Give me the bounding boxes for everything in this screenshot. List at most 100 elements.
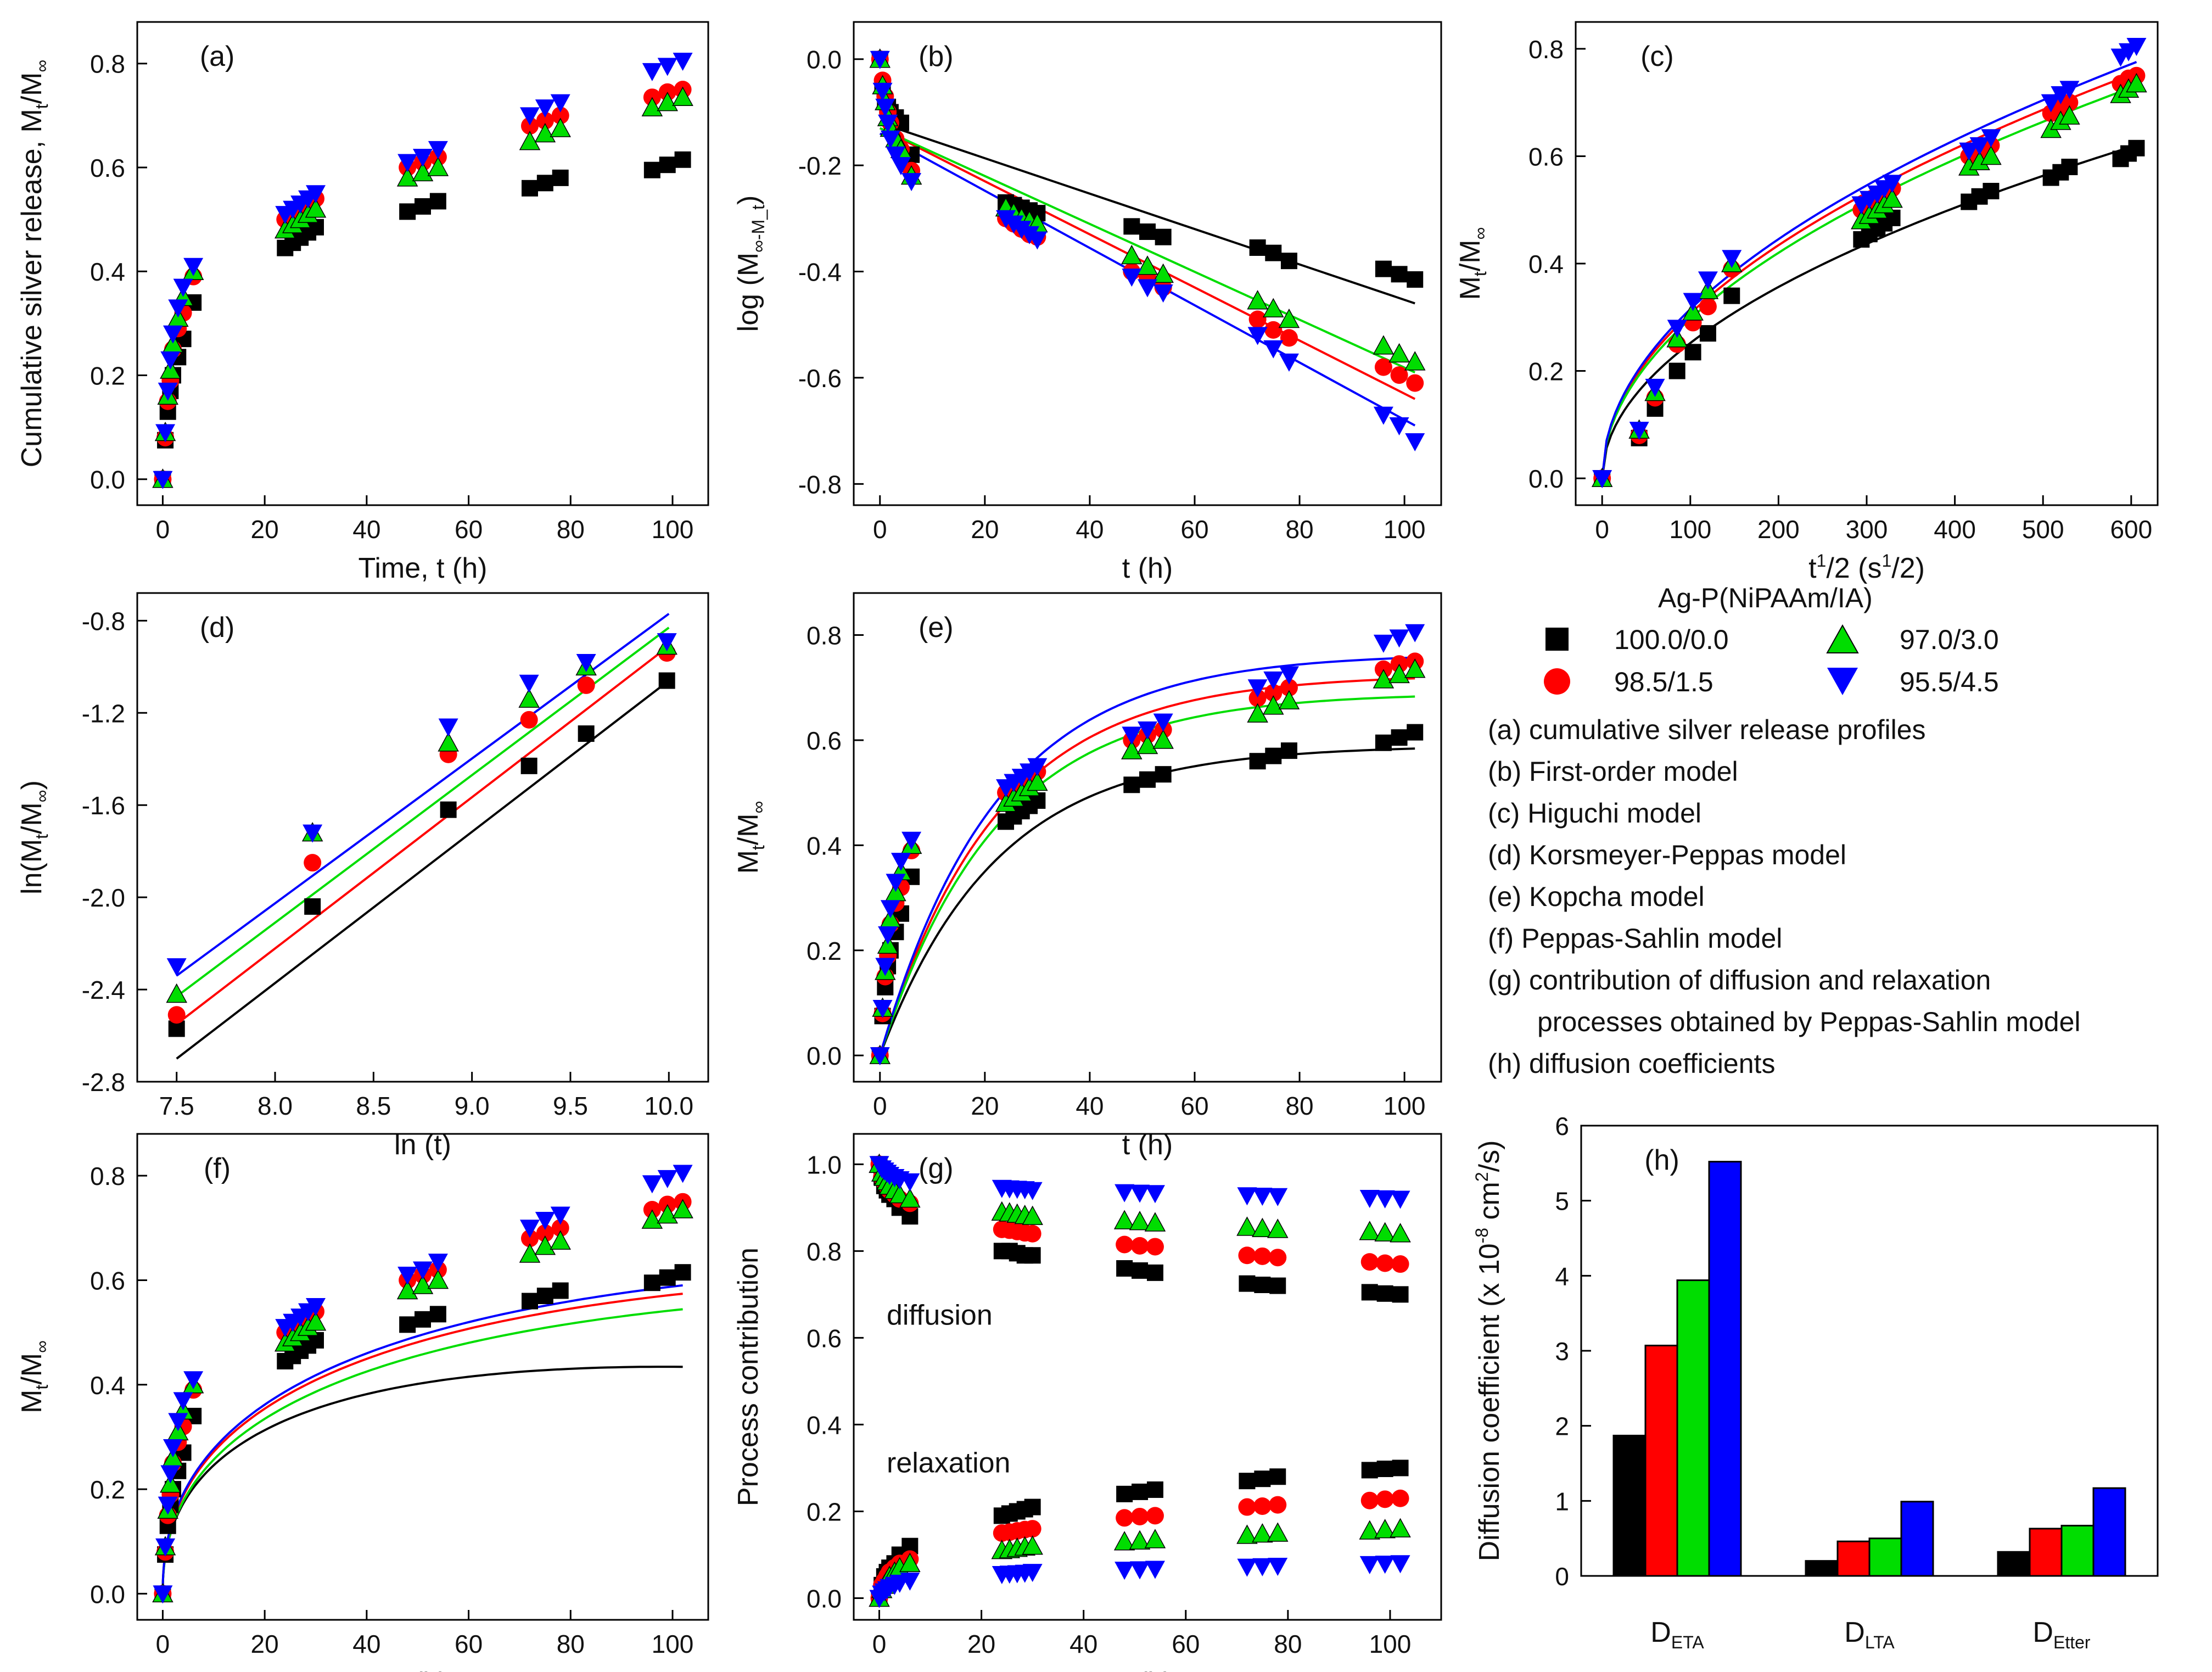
data-point [1668, 362, 1685, 379]
data-point [1144, 1529, 1166, 1548]
data-point [415, 1311, 431, 1328]
data-point [657, 1170, 677, 1188]
y-tick-label: 4 [1555, 1262, 1569, 1290]
data-point [1116, 1235, 1134, 1254]
data-point [1375, 1556, 1395, 1574]
plot-frame [853, 21, 1442, 506]
fit-line [176, 627, 670, 998]
data-point [1389, 417, 1409, 435]
chart-panel-d: -0.8 -1.2 -1.6 -2.0 -2.4 -2.8 7.5 8.0 8.5 9.0 9.5 1… [16, 592, 709, 1161]
data-point [1389, 629, 1409, 648]
data-point [901, 173, 922, 192]
data-point [1152, 729, 1174, 749]
data-point [673, 1165, 693, 1183]
data-point [429, 1306, 446, 1323]
fit-line [161, 1308, 683, 1594]
data-point [413, 1261, 433, 1280]
data-point [1023, 1224, 1041, 1243]
chart-panel-a: 0.0 0.2 0.4 0.6 0.8 0 20 40 60 80 100 Time, t (h) Cu… [16, 21, 709, 584]
x-tick-label: 0 [873, 1092, 887, 1120]
description-g-cont: processes obtained by Peppas-Sahlin mode… [1537, 1006, 2081, 1037]
data-point [399, 203, 416, 220]
description-a: (a) cumulative silver release profiles [1488, 714, 1926, 745]
data-point [899, 1188, 921, 1208]
x-tick-label: 100 [652, 1630, 694, 1658]
data-point [1980, 145, 2002, 165]
data-point [891, 853, 911, 871]
data-point [1146, 1507, 1164, 1525]
fit-line [880, 121, 1415, 305]
data-point [155, 424, 176, 443]
data-point [674, 1264, 691, 1281]
data-point [2061, 159, 2078, 175]
data-point [438, 718, 458, 737]
bar [1836, 1540, 1871, 1577]
data-point [1374, 358, 1392, 376]
plot-frame [136, 1133, 709, 1621]
data-point [1252, 1187, 1273, 1206]
data-point [1267, 1522, 1289, 1542]
data-point [1132, 1483, 1149, 1500]
data-point [1405, 624, 1425, 642]
y-tick-label: -2.0 [82, 883, 125, 912]
data-point [399, 1316, 416, 1333]
fit-line [878, 656, 1415, 1056]
data-point [534, 122, 556, 143]
legend-marker-square-icon [1545, 628, 1569, 651]
data-point [1698, 271, 1718, 290]
data-point [2126, 38, 2147, 56]
data-point [1388, 663, 1410, 684]
data-point [1959, 142, 1979, 161]
y-axis-label: log (M∞-M_t) [732, 195, 768, 332]
y-tick-label: 0.0 [90, 466, 125, 494]
data-point [1145, 1561, 1165, 1579]
data-point [1252, 1217, 1273, 1238]
data-point [1391, 1255, 1409, 1273]
data-point [659, 1269, 676, 1286]
description-f: (f) Peppas-Sahlin model [1488, 923, 1783, 954]
data-point [153, 471, 173, 489]
data-point [1236, 1524, 1258, 1544]
data-point [1361, 1284, 1378, 1301]
data-point [1004, 215, 1024, 234]
data-point [1146, 1481, 1163, 1498]
bar [1644, 1344, 1678, 1577]
data-point [1247, 679, 1268, 698]
data-point [518, 688, 540, 708]
data-point [1360, 1491, 1379, 1509]
data-point [438, 732, 459, 752]
data-point [1116, 1509, 1134, 1527]
data-point [1279, 353, 1299, 372]
data-point [536, 1288, 553, 1304]
x-tick-label: 60 [455, 1630, 483, 1658]
data-point [1116, 1260, 1133, 1277]
data-point [1132, 1262, 1149, 1279]
data-point [1376, 1461, 1393, 1478]
x-tick-label: 100 [1384, 1092, 1426, 1120]
data-point [306, 185, 326, 204]
data-point [535, 99, 555, 118]
x-axis-label: t (h) [1122, 1667, 1173, 1672]
data-point [1254, 1470, 1271, 1488]
data-point [1390, 366, 1408, 384]
data-point [1263, 695, 1284, 715]
data-point [155, 1538, 176, 1557]
fit-line [161, 1284, 683, 1594]
data-point [1237, 1187, 1257, 1206]
data-point [428, 141, 448, 159]
data-point [168, 1413, 188, 1431]
fit-line [161, 1366, 683, 1594]
legend-marker-circle-icon [1544, 668, 1570, 695]
data-point [1247, 290, 1268, 310]
data-point [1376, 1254, 1394, 1272]
data-point [1280, 742, 1297, 759]
bar [1805, 1560, 1839, 1577]
legend-entry-98-5: 98.5/1.5 [1537, 663, 1812, 701]
data-point [1155, 766, 1172, 783]
x-tick-label: 500 [2022, 515, 2064, 544]
y-tick-label: 0 [1555, 1562, 1569, 1591]
panel-label: (c) [1640, 41, 1674, 72]
data-point [1153, 284, 1173, 303]
x-axis-label: t1/2 (s1/2) [1808, 551, 1925, 584]
data-point [1023, 1520, 1041, 1538]
